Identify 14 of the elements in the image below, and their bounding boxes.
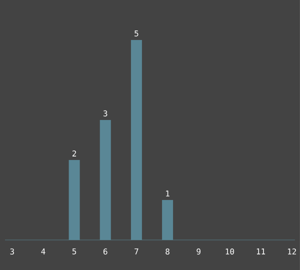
data-label: 1 bbox=[166, 190, 170, 196]
x-tick-label: 12 bbox=[288, 248, 296, 254]
x-tick-label: 5 bbox=[72, 248, 76, 254]
x-tick-label: 8 bbox=[166, 248, 170, 255]
x-tick-label: 9 bbox=[196, 248, 200, 255]
x-tick-label: 6 bbox=[103, 248, 108, 255]
data-label: 2 bbox=[72, 150, 76, 156]
data-label: 5 bbox=[134, 30, 138, 36]
x-tick-label: 3 bbox=[10, 248, 14, 255]
x-tick-label: 10 bbox=[226, 248, 234, 255]
x-tick-label: 4 bbox=[41, 248, 46, 254]
x-tick-label: 11 bbox=[256, 248, 266, 254]
data-label: 3 bbox=[104, 110, 108, 116]
x-tick-label: 7 bbox=[134, 248, 138, 254]
